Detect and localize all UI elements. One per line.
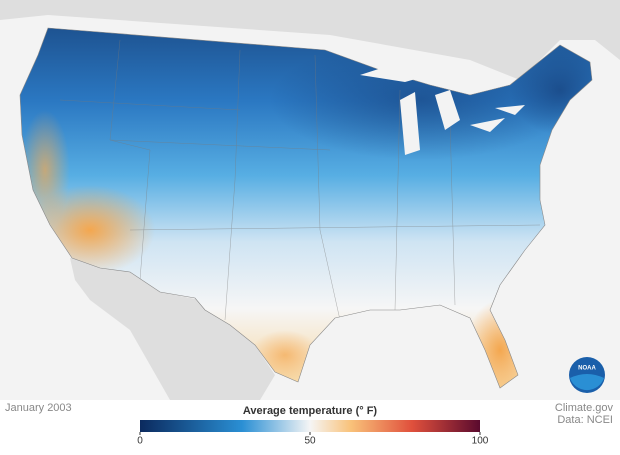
tick-label: 50 bbox=[304, 436, 316, 447]
mexico bbox=[70, 258, 275, 400]
great-lakes bbox=[360, 62, 525, 155]
date: January 2003 bbox=[5, 402, 72, 414]
data-credit: Data: NCEI bbox=[557, 414, 613, 426]
legend-ticks: 0 50 100 bbox=[137, 432, 489, 447]
tick-label: 0 bbox=[137, 436, 143, 447]
legend-title: Average temperature (° F) bbox=[243, 405, 378, 417]
logo-text: NOAA bbox=[578, 366, 596, 372]
canada bbox=[0, 0, 620, 80]
tick-label: 100 bbox=[472, 436, 489, 447]
source: Climate.gov bbox=[555, 402, 614, 414]
color-bar bbox=[140, 420, 480, 432]
